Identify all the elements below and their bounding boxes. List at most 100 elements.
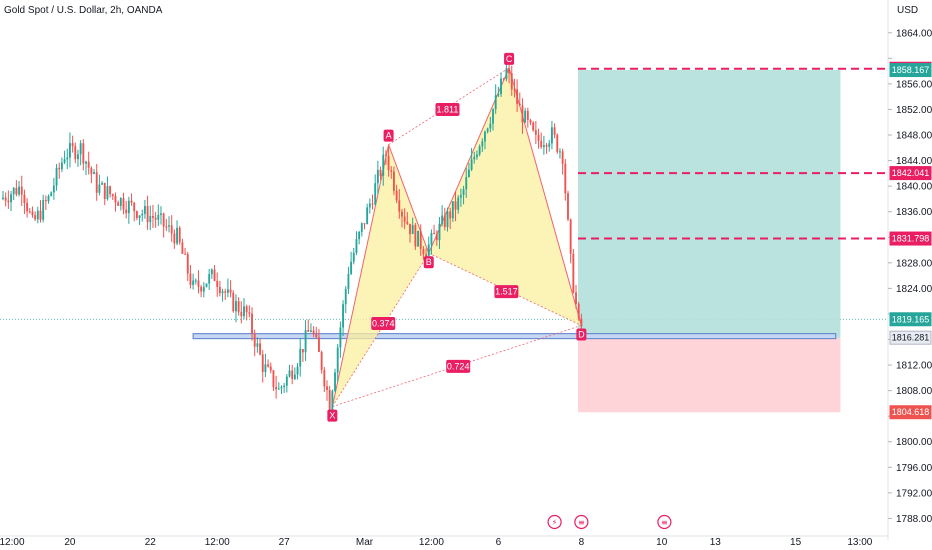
candle-body (216, 280, 219, 288)
us-flag-icon[interactable]: ≡ (574, 514, 589, 530)
support-zone[interactable] (192, 333, 837, 340)
y-tick-label: 1840.000 (896, 182, 932, 193)
candle-body (218, 287, 221, 294)
y-tick-label: 1844.000 (896, 156, 932, 167)
candle-body (403, 216, 406, 222)
x-tick-label: 15 (790, 537, 802, 548)
candle-body (95, 172, 98, 193)
candle-body (130, 200, 133, 203)
event-glyph: ⚡ (552, 518, 558, 527)
harmonic-pattern[interactable] (331, 67, 582, 407)
candle-body (71, 143, 74, 147)
candle-body (235, 301, 237, 312)
chart-title: Gold Spot / U.S. Dollar, 2h, OANDA (4, 5, 163, 16)
pattern-leg[interactable] (388, 144, 430, 254)
candle-body (422, 248, 425, 255)
candle-body (152, 215, 154, 218)
candle-body (502, 78, 505, 80)
candle-body (52, 185, 55, 193)
event-circle[interactable] (547, 514, 562, 530)
support-rectangle[interactable] (192, 333, 837, 340)
candle-body (476, 154, 478, 157)
candle-body (39, 210, 42, 220)
candle-body (561, 151, 564, 164)
candle-body (58, 167, 61, 170)
candle-body (427, 244, 430, 258)
flash-icon[interactable]: ⚡ (547, 514, 562, 530)
candle-body (451, 201, 454, 219)
x-tick-label: 8 (579, 537, 585, 548)
candle-body (559, 151, 561, 153)
candle-body (296, 366, 299, 375)
candle-body (572, 253, 575, 293)
tp-price-tag: 1858.167 (889, 63, 932, 78)
candle-body (184, 253, 187, 255)
candle-body (248, 312, 251, 314)
entry-price-tag: 1816.281 (889, 330, 932, 345)
candle-body (534, 130, 537, 135)
point-text: D (578, 329, 585, 339)
candle-body (542, 145, 545, 148)
point-text: A (386, 131, 392, 141)
point-badge (423, 256, 434, 269)
candle-body (243, 306, 245, 317)
candle-body (269, 366, 272, 371)
pattern-points: X A B C D (327, 52, 587, 422)
candle-body (259, 343, 261, 355)
candle-body (4, 197, 7, 201)
target-price-tag-text: 1842.041 (892, 168, 930, 178)
candle-body (186, 254, 189, 274)
candle-body (393, 171, 395, 191)
grid (0, 0, 892, 540)
candle-body (10, 194, 12, 203)
candle-body (146, 206, 149, 223)
candle-body (526, 110, 529, 120)
candle-body (384, 154, 387, 156)
ratio-badge: 0.374 (371, 317, 396, 331)
pattern-leg[interactable] (508, 67, 582, 326)
candle-body (101, 182, 104, 185)
y-tick-label: 1828.000 (896, 258, 932, 269)
candle-body (141, 213, 144, 216)
candle-body (550, 127, 553, 144)
candle-body (360, 223, 363, 232)
sl-price-tag: 1804.618 (889, 405, 932, 420)
pattern-leg[interactable] (331, 144, 390, 407)
candle-body (149, 215, 152, 223)
candle-body (553, 127, 556, 135)
point-label-x: X (327, 409, 338, 422)
candle-body (459, 195, 462, 198)
candle-body (323, 369, 326, 387)
sl-price-tag-bg (889, 405, 932, 420)
candle-body (492, 109, 494, 124)
event-markers[interactable]: ⚡ ≡ ≡ (547, 514, 672, 530)
candle-body (312, 330, 315, 334)
candle-body (326, 386, 328, 390)
candle-body (20, 186, 23, 195)
candle-body (336, 347, 339, 373)
candle-body (135, 211, 138, 219)
candle-body (272, 370, 275, 388)
x-tick-label: 10 (656, 537, 668, 548)
candle-body (133, 202, 136, 212)
candle-body (245, 306, 248, 313)
candle-body (197, 280, 200, 287)
candle-body (178, 227, 181, 243)
candle-body (331, 391, 334, 412)
point-label-c: C (504, 52, 515, 65)
candle-body (18, 186, 21, 195)
candle-body (494, 95, 497, 110)
candle-body (486, 128, 489, 132)
last-price-tag-text: 1819.165 (892, 314, 930, 324)
event-circle[interactable] (657, 514, 672, 530)
candle-body (229, 289, 232, 293)
candle-body (264, 364, 267, 372)
x-tick-label: 13 (710, 537, 722, 548)
candle-body (221, 291, 224, 294)
candle-body (143, 206, 146, 214)
us-flag-icon[interactable]: ≡ (657, 514, 672, 530)
event-circle[interactable] (574, 514, 589, 530)
candle-body (580, 318, 583, 327)
candle-body (192, 280, 195, 285)
